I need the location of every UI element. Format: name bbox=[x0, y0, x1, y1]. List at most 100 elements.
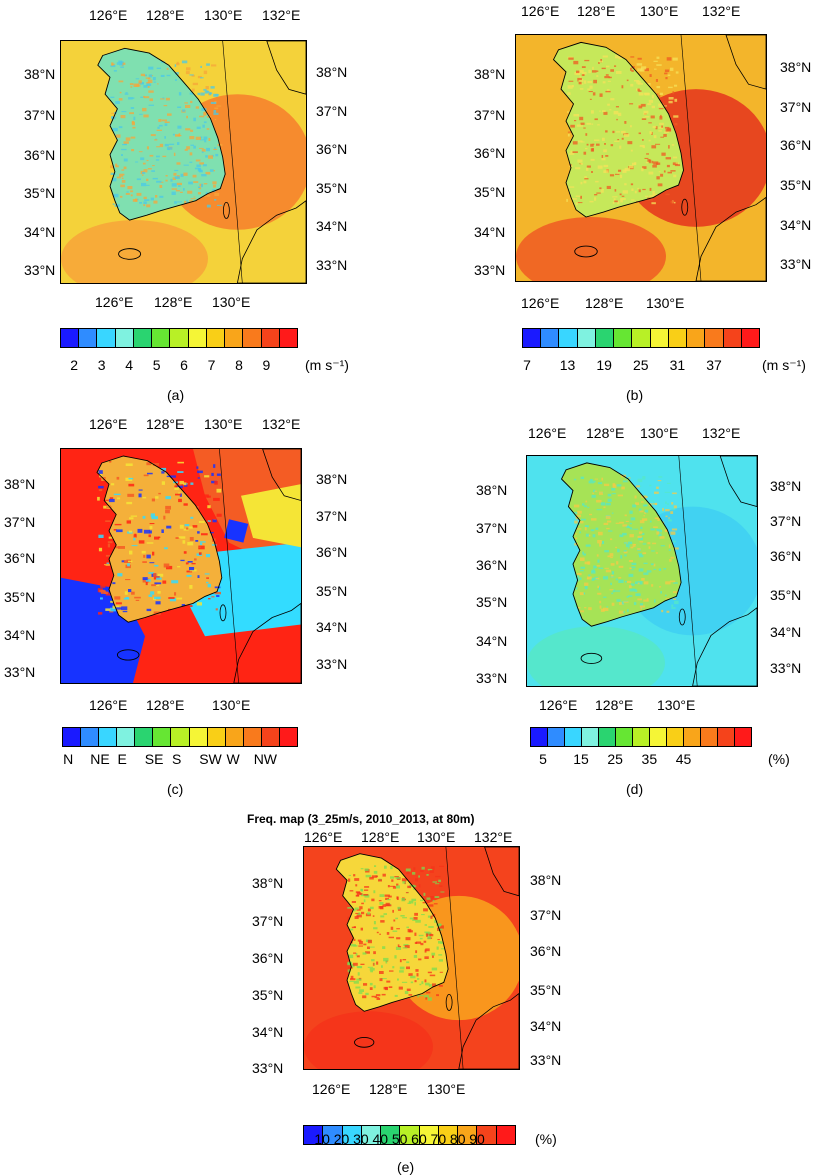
colorbar-swatch bbox=[477, 1126, 497, 1144]
colorbar-unit: (m s⁻¹) bbox=[305, 357, 349, 373]
lon-tick-label-top: 130°E bbox=[417, 829, 456, 845]
colorbar-swatch bbox=[304, 1126, 324, 1144]
lat-tick-label-right: 36°N bbox=[316, 544, 348, 560]
lat-tick-label-left: 37°N bbox=[476, 520, 508, 536]
colorbar-tick-label: NW bbox=[253, 751, 278, 767]
colorbar-swatch bbox=[723, 329, 742, 347]
colorbar-swatch bbox=[206, 329, 226, 347]
lat-tick-label-right: 35°N bbox=[316, 180, 348, 196]
colorbar-tick-label: 31 bbox=[669, 357, 686, 373]
colorbar-swatch bbox=[323, 1126, 343, 1144]
lat-tick-label-left: 34°N bbox=[474, 224, 506, 240]
colorbar-swatch bbox=[207, 728, 226, 746]
colorbar-tick-label: 50 bbox=[391, 1131, 408, 1147]
colorbar-tick-label: W bbox=[226, 751, 240, 767]
colorbar-tick-label: E bbox=[117, 751, 127, 767]
lat-tick-label-right: 33°N bbox=[530, 1052, 562, 1068]
colorbar-tick-label: 35 bbox=[641, 751, 658, 767]
colorbar-swatch bbox=[79, 329, 98, 347]
lon-tick-label-top: 128°E bbox=[146, 7, 185, 23]
lat-tick-label-right: 37°N bbox=[770, 513, 802, 529]
lon-tick-label-top: 126°E bbox=[304, 829, 343, 845]
colorbar-tick-label: NE bbox=[90, 751, 110, 767]
lat-tick-label-right: 37°N bbox=[316, 508, 348, 524]
lon-tick-label-bottom: 130°E bbox=[646, 295, 685, 311]
colorbar-tick-label: 40 bbox=[372, 1131, 389, 1147]
lat-tick-label-left: 36°N bbox=[24, 147, 56, 163]
panel-label: (e) bbox=[397, 1159, 415, 1175]
map-panel-c bbox=[60, 448, 302, 684]
lat-tick-label-right: 36°N bbox=[316, 141, 348, 157]
colorbar-swatch bbox=[342, 1126, 362, 1144]
panel-title: Freq. map (3_25m/s, 2010_2013, at 80m) bbox=[247, 812, 475, 826]
colorbar-swatch bbox=[668, 329, 688, 347]
colorbar-swatch bbox=[225, 329, 244, 347]
colorbar-swatch bbox=[81, 728, 100, 746]
colorbar-swatch bbox=[565, 728, 582, 746]
colorbar-swatch bbox=[741, 329, 760, 347]
colorbar-swatch bbox=[718, 728, 735, 746]
colorbar-tick-label: N bbox=[63, 751, 74, 767]
colorbar-tick-label: SE bbox=[144, 751, 164, 767]
colorbar-tick-label: 25 bbox=[633, 357, 649, 373]
colorbar-swatch bbox=[650, 329, 669, 347]
lat-tick-label-left: 34°N bbox=[24, 224, 56, 240]
lat-tick-label-left: 34°N bbox=[476, 633, 508, 649]
map-panel-d bbox=[526, 455, 758, 687]
lat-tick-label-left: 38°N bbox=[4, 476, 36, 492]
colorbar-tick-label: 5 bbox=[539, 751, 547, 767]
lon-tick-label-bottom: 126°E bbox=[521, 295, 560, 311]
colorbar-tick-label: 3 bbox=[97, 357, 106, 373]
colorbar-swatch bbox=[548, 728, 565, 746]
lat-tick-label-right: 34°N bbox=[316, 619, 348, 635]
lon-tick-label-bottom: 128°E bbox=[369, 1081, 408, 1097]
panel-label: (d) bbox=[626, 781, 644, 797]
colorbar-tick-label: 20 bbox=[333, 1131, 350, 1147]
colorbar-tick-label: SW bbox=[199, 751, 222, 767]
lat-tick-label-left: 36°N bbox=[474, 145, 506, 161]
colorbar-tick-label: 30 bbox=[353, 1131, 369, 1147]
colorbar-swatch bbox=[523, 329, 542, 347]
lon-tick-label-top: 126°E bbox=[89, 7, 128, 23]
colorbar-swatch bbox=[243, 728, 262, 746]
colorbar-swatch bbox=[279, 728, 298, 746]
lat-tick-label-left: 37°N bbox=[252, 913, 284, 929]
lat-tick-label-right: 33°N bbox=[780, 256, 812, 272]
colorbar-unit: (%) bbox=[535, 1131, 557, 1147]
colorbar-swatch bbox=[361, 1126, 382, 1144]
colorbar-swatch bbox=[667, 728, 684, 746]
lon-tick-label-top: 132°E bbox=[702, 425, 741, 441]
colorbar-swatch bbox=[599, 728, 616, 746]
lon-tick-label-top: 128°E bbox=[361, 829, 400, 845]
lat-tick-label-right: 37°N bbox=[780, 99, 812, 115]
lat-tick-label-right: 35°N bbox=[770, 587, 802, 603]
lon-tick-label-bottom: 130°E bbox=[427, 1081, 466, 1097]
lon-tick-label-top: 130°E bbox=[640, 425, 679, 441]
colorbar-swatch bbox=[701, 728, 718, 746]
lon-tick-label-bottom: 126°E bbox=[95, 294, 134, 310]
colorbar-swatch bbox=[117, 728, 136, 746]
colorbar-swatch bbox=[419, 1126, 439, 1144]
colorbar-swatch bbox=[133, 329, 153, 347]
lon-tick-label-top: 128°E bbox=[577, 3, 616, 19]
lat-tick-label-right: 34°N bbox=[530, 1018, 562, 1034]
colorbar-swatch bbox=[99, 728, 118, 746]
lat-tick-label-right: 38°N bbox=[780, 59, 812, 75]
colorbar-tick-label: 7 bbox=[207, 357, 216, 373]
panel-label: (b) bbox=[626, 387, 644, 403]
lon-tick-label-top: 132°E bbox=[262, 416, 301, 432]
lat-tick-label-left: 35°N bbox=[476, 594, 508, 610]
lon-tick-label-bottom: 126°E bbox=[89, 697, 128, 713]
colorbar-tick-label: 5 bbox=[152, 357, 161, 373]
colorbar-swatch bbox=[189, 728, 208, 746]
lon-tick-label-bottom: 130°E bbox=[657, 697, 696, 713]
lat-tick-label-right: 38°N bbox=[530, 872, 562, 888]
lon-tick-label-top: 132°E bbox=[702, 3, 741, 19]
lat-tick-label-left: 34°N bbox=[4, 627, 36, 643]
lat-tick-label-right: 38°N bbox=[770, 478, 802, 494]
lat-tick-label-right: 36°N bbox=[770, 548, 802, 564]
lon-tick-label-top: 126°E bbox=[521, 3, 560, 19]
lat-tick-label-left: 37°N bbox=[24, 107, 56, 123]
lon-tick-label-bottom: 126°E bbox=[539, 697, 578, 713]
colorbar-swatch bbox=[633, 728, 650, 746]
